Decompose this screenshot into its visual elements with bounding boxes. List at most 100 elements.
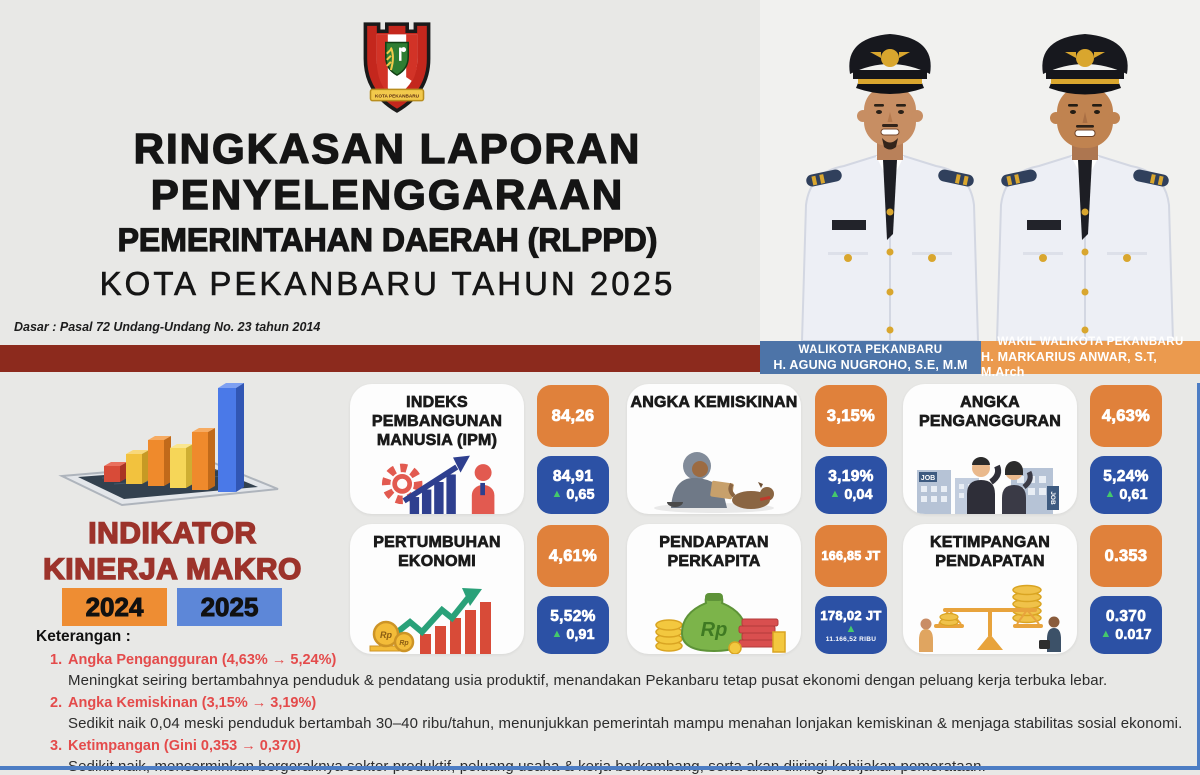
walikota-name-plate: WALIKOTA PEKANBARU H. AGUNG NUGROHO, S.E…: [760, 341, 981, 374]
job-seekers-icon: JOB JOB: [917, 457, 1059, 514]
title-line-4: KOTA PEKANBARU TAHUN 2025: [99, 265, 676, 303]
wakil-name-plate: WAKIL WALIKOTA PEKANBARU H. MARKARIUS AN…: [981, 336, 1200, 379]
delta-value: 0.017: [1115, 626, 1152, 643]
indicator-label: KETIMPANGAN PENDAPATAN: [929, 534, 1051, 571]
value-2024-badge: 0.353: [1090, 525, 1162, 587]
legend-year-2024: 2024: [62, 588, 167, 626]
value-2024-badge: 4,63%: [1090, 385, 1162, 447]
note-title-text: Ketimpangan (Gini 0,353 → 0,370): [68, 738, 301, 754]
note-body: Meningkat seiring bertambahnya penduduk …: [68, 672, 1108, 689]
indicator-label: ANGKA KEMISKINAN: [630, 394, 798, 412]
officials-photo-illustration: [760, 0, 1200, 342]
money-bag-icon: Rp: [655, 592, 786, 654]
indicator-card-pertumbuhan: PERTUMBUHAN EKONOMI Rp Rp: [350, 524, 524, 654]
delta-value: 0,04: [844, 486, 873, 503]
official-photo-wakil-walikota: [995, 34, 1175, 342]
value-2025: 3,19%: [828, 467, 874, 485]
right-edge-border: [1197, 383, 1200, 770]
value-2024: 3,15%: [826, 406, 876, 425]
note-title: 2. Angka Kemiskinan (3,15% → 3,19%): [36, 695, 1184, 711]
svg-text:JOB: JOB: [1049, 491, 1056, 505]
notes-section: Keterangan : 1. Angka Pengangguran (4,63%…: [36, 628, 1184, 775]
value-2024: 166,85 JT: [821, 549, 881, 564]
note-number: 3.: [50, 738, 63, 754]
section-heading-line-2: KINERJA MAKRO: [42, 552, 302, 587]
indicator-badges-ipm: 84,26 84,91 0,65: [537, 385, 609, 514]
value-2024: 84,26: [551, 406, 595, 425]
svg-text:JOB: JOB: [921, 475, 935, 482]
note-title: 1. Angka Pengangguran (4,63% → 5,24%): [36, 652, 1184, 668]
value-2025: 84,91: [552, 467, 594, 485]
value-2024: 4,63%: [1101, 406, 1151, 425]
3d-bar-chart-illustration: [58, 383, 279, 507]
value-2024-badge: 166,85 JT: [815, 525, 887, 587]
value-2025: 178,02 JT: [820, 607, 882, 623]
indicator-card-pengangguran: ANGKA PENGANGGURAN JOB JOB: [903, 384, 1077, 514]
pekanbaru-city-logo: KOTA PEKANBARU: [363, 22, 431, 113]
title-line-2: PENYELENGGARAAN: [150, 171, 625, 218]
value-2025: 5,24%: [1103, 467, 1149, 485]
indicator-badges-pengangguran: 4,63% 5,24% 0,61: [1090, 385, 1162, 514]
wakil-name: H. MARKARIUS ANWAR, S.T, M.Arch: [981, 350, 1157, 379]
value-2024-badge: 4,61%: [537, 525, 609, 587]
bottom-edge-border: [0, 766, 1200, 770]
svg-text:Rp: Rp: [380, 630, 392, 640]
value-2024: 0.353: [1104, 546, 1148, 565]
section-heading-line-1: INDIKATOR: [88, 516, 257, 551]
value-2025-badge: 84,91 0,65: [537, 456, 609, 514]
notes-heading: Keterangan :: [36, 628, 131, 645]
note-title-text: Angka Kemiskinan (3,15% → 3,19%): [68, 695, 317, 711]
value-2024-badge: 84,26: [537, 385, 609, 447]
value-2025-badge: 3,19% 0,04: [815, 456, 887, 514]
logo-banner-text: KOTA PEKANBARU: [375, 94, 420, 99]
indicator-label: INDEKS PEMBANGUNAN MANUSIA (IPM): [371, 394, 503, 450]
delta-note: 11.166,52 RIBU: [825, 635, 877, 643]
income-scale-icon: [919, 584, 1061, 652]
economic-growth-icon: Rp Rp: [369, 588, 491, 654]
value-2025-badge: 178,02 JT 11.166,52 RIBU: [815, 596, 887, 654]
indicator-badges-pertumbuhan: 4,61% 5,52% 0,91: [537, 525, 609, 654]
value-2024-badge: 3,15%: [815, 385, 887, 447]
indicator-card-perkapita: PENDAPATAN PERKAPITA Rp: [627, 524, 801, 654]
svg-text:Rp: Rp: [399, 640, 409, 647]
note-number: 1.: [50, 652, 63, 668]
note-title: 3. Ketimpangan (Gini 0,353 → 0,370): [36, 738, 1184, 754]
indicator-card-ketimpangan: KETIMPANGAN PENDAPATAN: [903, 524, 1077, 654]
section-heading: INDIKATOR KINERJA MAKRO: [0, 516, 345, 588]
gear-growth-person-icon: [381, 455, 495, 514]
note-number: 2.: [50, 695, 63, 711]
value-2025-badge: 5,24% 0,61: [1090, 456, 1162, 514]
report-title: RINGKASAN LAPORAN PENYELENGGARAAN PEMERI…: [0, 125, 775, 306]
indicator-card-kemiskinan: ANGKA KEMISKINAN: [627, 384, 801, 514]
indicator-label: ANGKA PENGANGGURAN: [919, 394, 1061, 431]
delta-value: 0,65: [566, 486, 595, 503]
increase-triangle-icon: [551, 489, 562, 500]
value-2025-badge: 0.370 0.017: [1090, 596, 1162, 654]
walikota-role: WALIKOTA PEKANBARU: [798, 343, 943, 356]
delta-value: 0,91: [566, 626, 595, 643]
value-2024: 4,61%: [548, 546, 598, 565]
value-2025-badge: 5,52% 0,91: [537, 596, 609, 654]
title-line-3: PEMERINTAHAN DAERAH (RLPPD): [117, 221, 658, 258]
increase-triangle-icon: [829, 489, 840, 500]
indicator-badges-kemiskinan: 3,15% 3,19% 0,04: [815, 385, 887, 514]
official-photo-walikota: [800, 34, 980, 342]
title-line-1: RINGKASAN LAPORAN: [133, 125, 642, 172]
legend-year-2025: 2025: [177, 588, 282, 626]
value-2025: 0.370: [1105, 607, 1147, 625]
increase-triangle-icon: [1104, 489, 1115, 500]
svg-text:Rp: Rp: [701, 619, 728, 641]
value-2025: 5,52%: [550, 607, 596, 625]
note-body: Sedikit naik 0,04 meski penduduk bertamb…: [68, 715, 1183, 732]
delta-value: 0,61: [1119, 486, 1148, 503]
walikota-name: H. AGUNG NUGROHO, S.E, M.M: [773, 357, 968, 372]
wakil-role: WAKIL WALIKOTA PEKANBARU: [997, 336, 1184, 348]
poverty-person-icon: [654, 452, 774, 513]
officials-photo: [760, 0, 1200, 342]
indicator-label: PENDAPATAN PERKAPITA: [659, 534, 769, 571]
indicator-card-ipm: INDEKS PEMBANGUNAN MANUSIA (IPM): [350, 384, 524, 514]
indicator-badges-ketimpangan: 0.353 0.370 0.017: [1090, 525, 1162, 654]
indicator-label: PERTUMBUHAN EKONOMI: [373, 534, 501, 571]
indicator-badges-perkapita: 166,85 JT 178,02 JT 11.166,52 RIBU: [815, 525, 887, 654]
